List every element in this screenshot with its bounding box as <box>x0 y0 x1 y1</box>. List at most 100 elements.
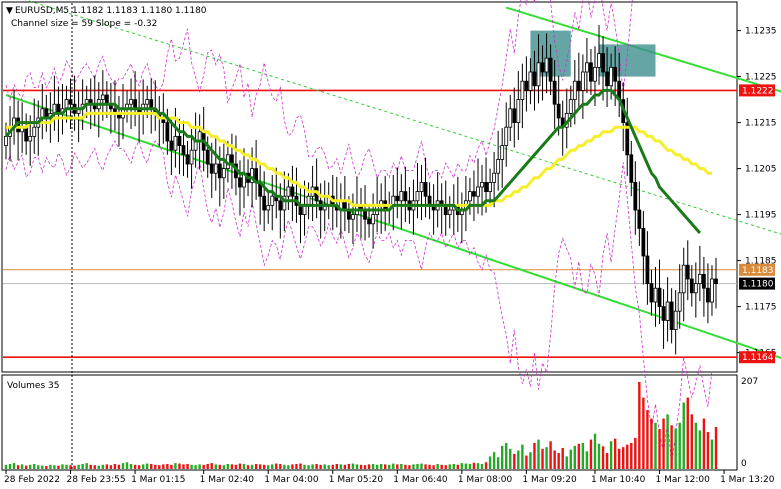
volume-bar <box>702 418 706 469</box>
volume-bar <box>388 464 391 469</box>
candle-body <box>601 53 605 73</box>
price-tag-label-3: 1.1164 <box>742 353 774 363</box>
volume-bar <box>686 397 689 469</box>
candle-body <box>278 200 283 211</box>
candle <box>556 75 561 136</box>
volume-bar <box>85 463 88 469</box>
candle-body <box>492 172 497 183</box>
volume-bar <box>141 464 145 469</box>
candle-body <box>576 80 581 91</box>
volume-bar <box>190 464 193 469</box>
candle <box>415 163 420 219</box>
volume-bar <box>464 463 468 469</box>
volume-bar <box>133 464 137 469</box>
volume-bar <box>617 448 621 469</box>
volume-bar <box>125 462 129 469</box>
price-tag-bg-3 <box>739 351 775 364</box>
volume-bar <box>452 463 455 469</box>
volume-bar <box>609 441 613 469</box>
candle-body <box>625 122 630 156</box>
candle <box>520 63 525 129</box>
candle-body <box>556 103 561 119</box>
time-tick-label: 1 Mar 06:40 <box>393 475 448 485</box>
price-tick-label: 1.1185 <box>745 257 777 267</box>
volume-bar <box>404 464 407 469</box>
candle-body <box>181 145 186 156</box>
volume-bar <box>513 453 516 469</box>
volume-bar <box>412 464 415 469</box>
candle-body <box>209 163 214 174</box>
volume-bar <box>589 439 593 469</box>
candle-body <box>129 99 133 105</box>
candle-body <box>28 135 33 142</box>
candle <box>576 52 581 108</box>
candle-body <box>645 255 650 285</box>
candle-body <box>572 80 577 100</box>
volume-bar <box>206 463 209 469</box>
volume-bar <box>8 463 12 469</box>
volume-bar <box>267 465 270 469</box>
candle-body <box>508 108 513 128</box>
volume-bar <box>569 449 572 469</box>
volume-bar <box>339 464 343 469</box>
volume-bar <box>682 402 685 469</box>
volume-bar <box>105 464 109 469</box>
candle-body <box>540 62 545 73</box>
candle <box>657 259 662 325</box>
volume-axis-max: 207 <box>741 377 758 387</box>
candle-body <box>710 278 714 303</box>
price-tick-label: 1.1195 <box>745 211 777 221</box>
volume-bar <box>658 429 661 469</box>
candle <box>496 130 501 191</box>
candle <box>649 269 654 316</box>
candle <box>508 95 513 141</box>
volume-bar <box>476 463 480 469</box>
candle-body <box>677 292 682 312</box>
price-tick-label: 1.1225 <box>745 73 777 83</box>
candle <box>540 45 545 101</box>
candle-body <box>4 135 8 146</box>
candle-body <box>423 181 428 197</box>
candle <box>585 37 589 94</box>
candle <box>488 168 492 206</box>
volume-bar <box>145 463 149 469</box>
volume-bar <box>690 414 693 469</box>
volume-bar <box>113 463 117 469</box>
candle-body <box>701 273 706 289</box>
candle <box>524 56 529 112</box>
candle <box>181 120 186 176</box>
volume-bar <box>517 450 520 469</box>
volume-bar <box>706 432 710 469</box>
volume-bar <box>4 464 8 469</box>
candle <box>685 240 690 301</box>
volume-bar <box>291 464 294 469</box>
volume-bar <box>93 465 96 469</box>
volume-bar <box>109 465 113 469</box>
ma-fast-line <box>4 88 702 234</box>
channel-info: Channel size = 59 Slope = -0.32 <box>11 19 157 29</box>
candle-body <box>548 57 553 82</box>
candle <box>552 60 557 130</box>
volume-bar <box>557 453 560 469</box>
candle <box>528 58 533 105</box>
volume-layer <box>4 382 718 469</box>
candle-body <box>496 158 501 174</box>
volume-bar <box>29 464 32 469</box>
volume-bar <box>674 428 677 469</box>
candles-layer <box>4 25 718 355</box>
candle-body <box>367 218 371 225</box>
candle-body <box>221 168 226 179</box>
symbol-dropdown-icon[interactable]: ▼ <box>6 6 13 16</box>
volume-bar <box>638 382 641 469</box>
volume-bar <box>234 464 238 469</box>
volume-bar <box>279 463 282 469</box>
volume-bar <box>351 463 355 469</box>
volume-bar <box>468 463 472 469</box>
volume-bar <box>363 465 367 469</box>
candle <box>270 175 275 231</box>
volume-bar <box>367 464 371 469</box>
volume-bar <box>662 418 665 469</box>
ma-layer <box>4 88 712 234</box>
candle-body <box>512 108 517 124</box>
